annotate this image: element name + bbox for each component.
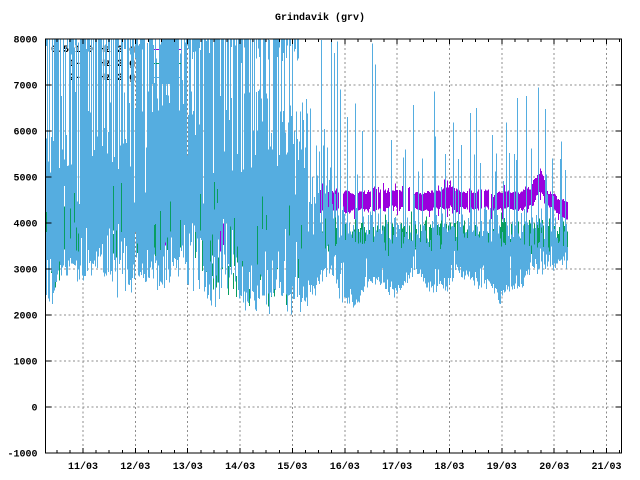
svg-text:4000: 4000: [13, 220, 37, 231]
svg-text:2-4 Hz 2 gr.: 2-4 Hz 2 gr.: [69, 73, 147, 84]
svg-text:8000: 8000: [13, 36, 37, 47]
svg-text:12/03: 12/03: [120, 461, 150, 473]
svg-text:7000: 7000: [13, 82, 37, 93]
svg-text:16/03: 16/03: [330, 461, 360, 473]
svg-text:1-2 Hz 2 gr.: 1-2 Hz 2 gr.: [69, 59, 147, 70]
svg-text:2000: 2000: [13, 312, 37, 323]
svg-text:14/03: 14/03: [225, 461, 255, 473]
svg-text:15/03: 15/03: [277, 461, 307, 473]
svg-text:Grindavik (grv): Grindavik (grv): [275, 12, 365, 24]
svg-text:11/03: 11/03: [68, 461, 98, 473]
svg-text:18/03: 18/03: [434, 461, 464, 473]
svg-text:1000: 1000: [13, 358, 37, 369]
svg-text:5000: 5000: [13, 174, 37, 185]
svg-text:6000: 6000: [13, 128, 37, 139]
svg-text:0: 0: [31, 404, 37, 415]
svg-text:20/03: 20/03: [539, 461, 569, 473]
svg-text:13/03: 13/03: [173, 461, 203, 473]
svg-text:21/03: 21/03: [591, 461, 621, 473]
svg-text:-1000: -1000: [7, 450, 37, 461]
svg-text:19/03: 19/03: [487, 461, 517, 473]
svg-text:3000: 3000: [13, 266, 37, 277]
svg-text:17/03: 17/03: [382, 461, 412, 473]
